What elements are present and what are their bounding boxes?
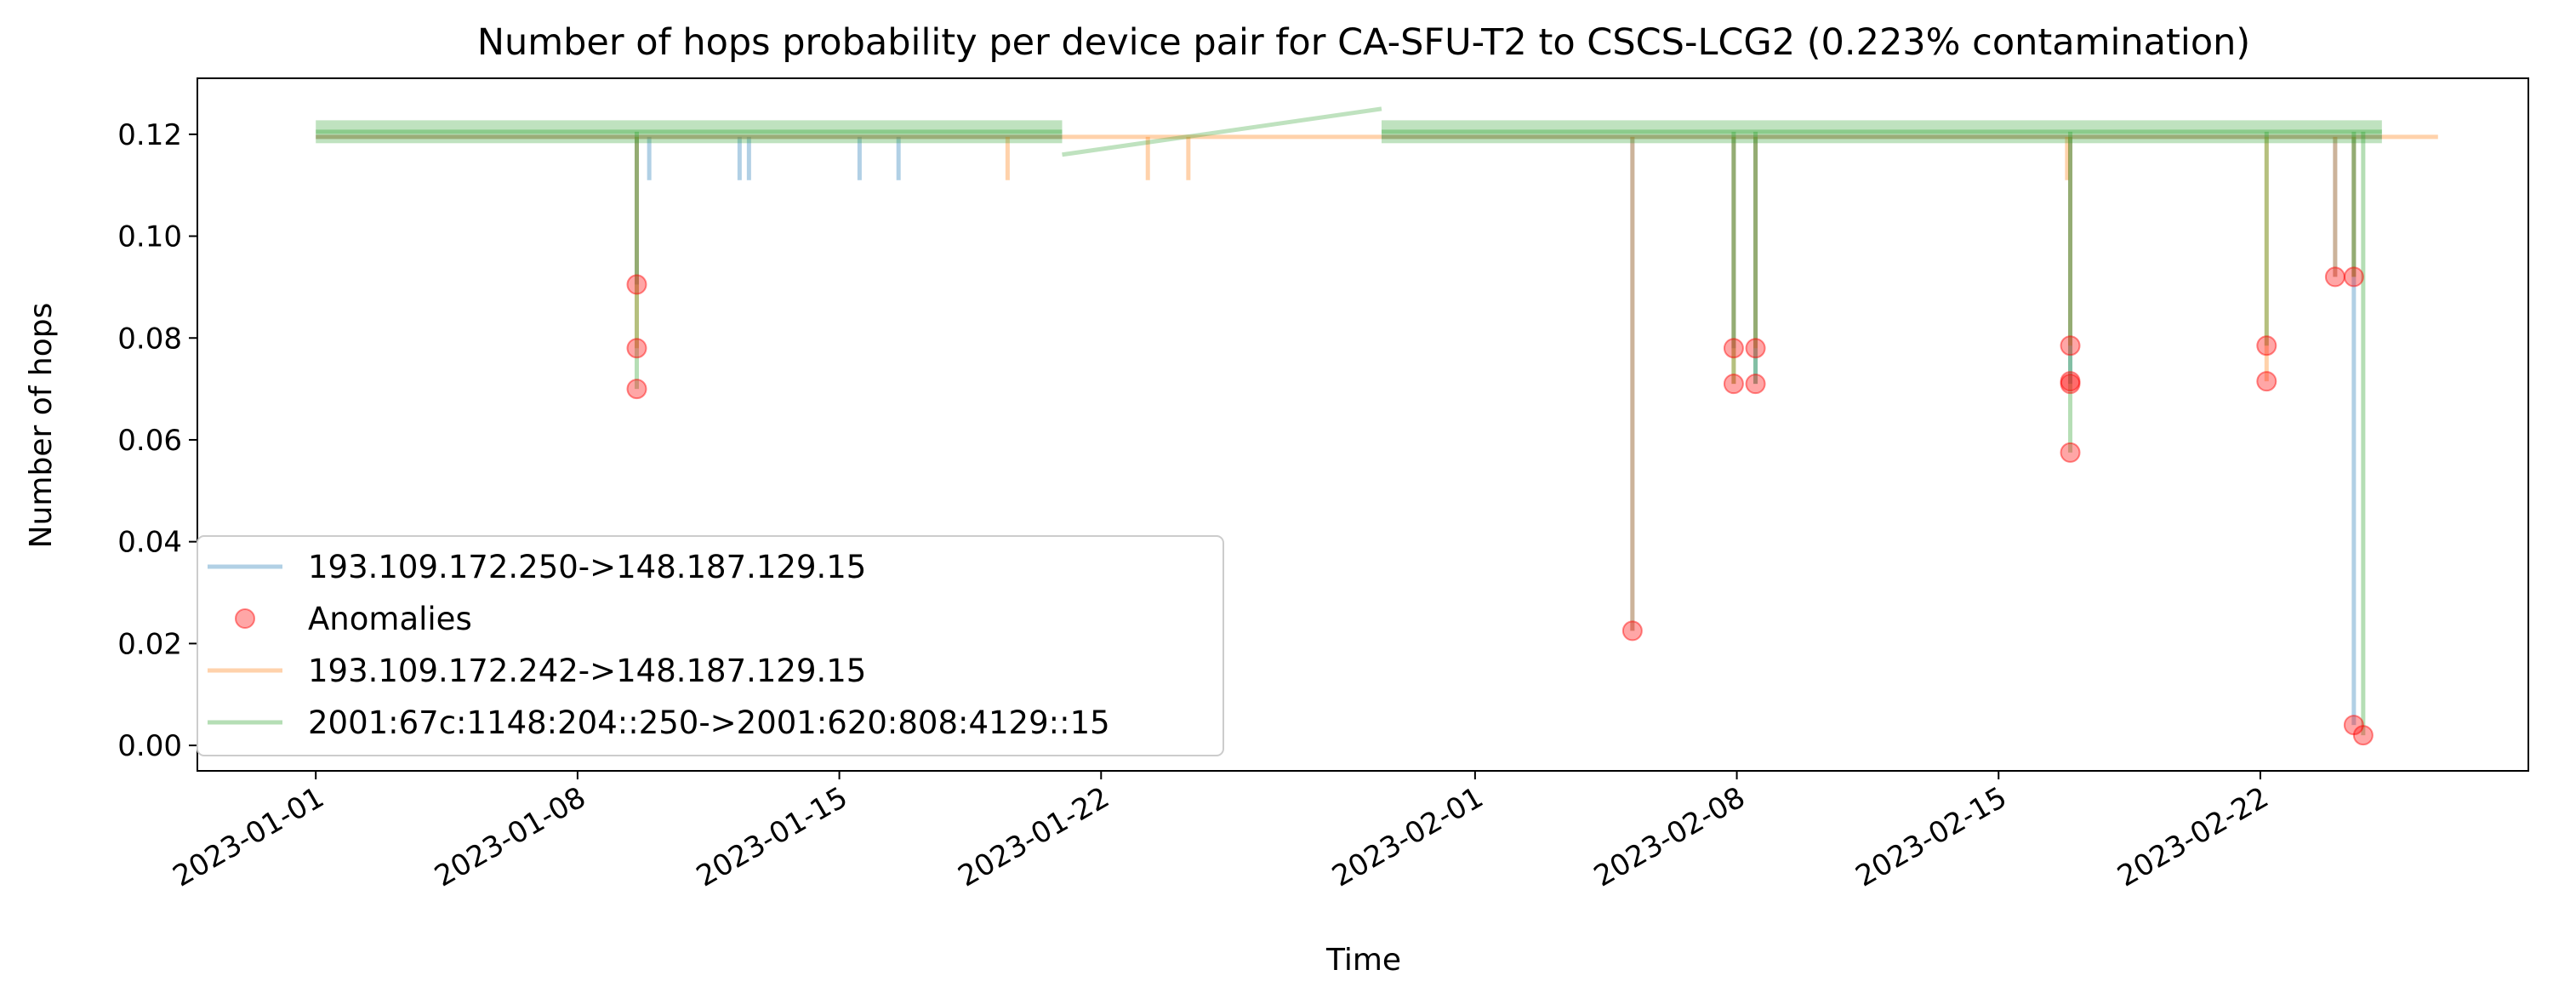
anomaly-point-5 bbox=[1723, 338, 1744, 359]
legend-label-4: 2001:67c:1148:204::250->2001:620:808:412… bbox=[308, 705, 1110, 741]
series-3-band-1 bbox=[316, 120, 1063, 144]
series-2 bbox=[316, 134, 2438, 631]
y-tick-label-1: 0.00 bbox=[117, 729, 182, 763]
series-3-connector bbox=[1062, 106, 1382, 157]
anomaly-point-9 bbox=[2060, 335, 2081, 357]
y-tick-label-4: 0.06 bbox=[117, 424, 182, 458]
series-3 bbox=[316, 106, 2382, 736]
anomaly-point-13 bbox=[2256, 335, 2277, 357]
x-tick-label-5: 2023-02-01 bbox=[1326, 780, 1489, 893]
anomaly-point-4 bbox=[1621, 620, 1643, 642]
legend-box bbox=[197, 535, 1224, 756]
anomaly-point-15 bbox=[2324, 266, 2345, 288]
anomaly-point-6 bbox=[1723, 374, 1744, 395]
y-tick-label-3: 0.04 bbox=[117, 526, 182, 560]
y-axis-title: Number of hops bbox=[24, 303, 59, 549]
y-tick-label-6: 0.10 bbox=[117, 220, 182, 254]
y-tick-label-7: 0.12 bbox=[117, 118, 182, 152]
x-axis-title: Time bbox=[1325, 943, 1401, 978]
series-3-band-2 bbox=[1381, 120, 2382, 144]
series-1 bbox=[316, 134, 2382, 726]
anomaly-point-10 bbox=[2060, 371, 2081, 392]
x-tick-label-4: 2023-01-22 bbox=[953, 780, 1115, 893]
legend-swatch-2 bbox=[235, 608, 255, 629]
plot-area bbox=[316, 106, 2438, 746]
y-tick-label-5: 0.08 bbox=[117, 322, 182, 356]
y-tick-label-2: 0.02 bbox=[117, 627, 182, 661]
anomaly-point-8 bbox=[1745, 374, 1766, 395]
anomaly-point-11 bbox=[2060, 374, 2081, 395]
plot-frame bbox=[197, 77, 2529, 772]
axis-ticks: 0.00 0.02 0.04 0.06 0.08 0.10 0.12 2023-01-01 20… bbox=[117, 118, 2274, 894]
legend-label-3: 193.109.172.242->148.187.129.15 bbox=[308, 653, 866, 689]
legend-label-1: 193.109.172.250->148.187.129.15 bbox=[308, 549, 866, 585]
anomaly-point-17 bbox=[2343, 715, 2364, 736]
anomaly-point-1 bbox=[626, 274, 647, 295]
chart-title: Number of hops probability per device pa… bbox=[477, 21, 2250, 64]
anomaly-point-18 bbox=[2352, 725, 2374, 746]
x-tick-label-3: 2023-01-15 bbox=[691, 780, 853, 893]
x-tick-label-7: 2023-02-15 bbox=[1850, 780, 2013, 893]
anomaly-point-14 bbox=[2256, 371, 2277, 392]
legend-label-2: Anomalies bbox=[308, 601, 472, 637]
anomaly-point-2 bbox=[626, 338, 647, 359]
x-tick-label-6: 2023-02-08 bbox=[1588, 780, 1751, 893]
anomaly-point-7 bbox=[1745, 338, 1766, 359]
anomaly-markers bbox=[626, 266, 2374, 746]
x-tick-label-1: 2023-01-01 bbox=[168, 780, 330, 893]
x-tick-label-2: 2023-01-08 bbox=[429, 780, 591, 893]
x-tick-label-8: 2023-02-22 bbox=[2112, 780, 2274, 893]
anomaly-point-3 bbox=[626, 379, 647, 400]
anomaly-point-12 bbox=[2060, 442, 2081, 463]
legend: 193.109.172.250->148.187.129.15 Anomalies… bbox=[197, 535, 1224, 756]
anomaly-point-16 bbox=[2343, 266, 2364, 288]
